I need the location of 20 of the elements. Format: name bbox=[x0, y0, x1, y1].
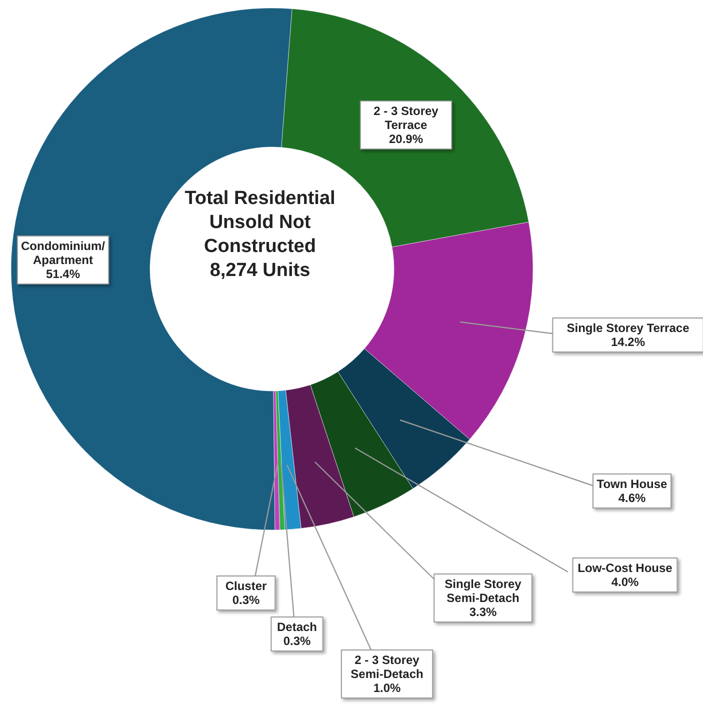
data-label: 0.3% bbox=[232, 593, 260, 607]
data-label: 4.6% bbox=[618, 491, 646, 505]
slice-label: Condominium/Apartment bbox=[21, 239, 106, 267]
slice-label: Cluster bbox=[225, 579, 267, 593]
data-label: 0.3% bbox=[283, 634, 311, 648]
slice-label: Single Storey Terrace bbox=[566, 321, 690, 335]
text: 8,274 Units bbox=[210, 260, 310, 281]
slice-label: Low-Cost House bbox=[578, 561, 673, 575]
data-label: 20.9% bbox=[388, 132, 424, 146]
slice-label: 2 - 3 Storey Semi-Detach bbox=[350, 653, 424, 681]
slice-label: Single Storey Semi-Detach bbox=[444, 577, 522, 605]
data-label: 51.4% bbox=[46, 267, 80, 281]
data-label: 3.3% bbox=[469, 605, 497, 619]
slice-label: 2 - 3 Storey Terrace bbox=[374, 104, 439, 132]
slice-label: Town House bbox=[596, 477, 668, 491]
text: Total Residential Unsold Not Constructed bbox=[184, 188, 336, 257]
data-label: 14.2% bbox=[610, 335, 646, 349]
data-label: 1.0% bbox=[373, 681, 401, 695]
slice-label: Detach bbox=[276, 620, 318, 634]
data-label: 4.0% bbox=[611, 575, 639, 589]
